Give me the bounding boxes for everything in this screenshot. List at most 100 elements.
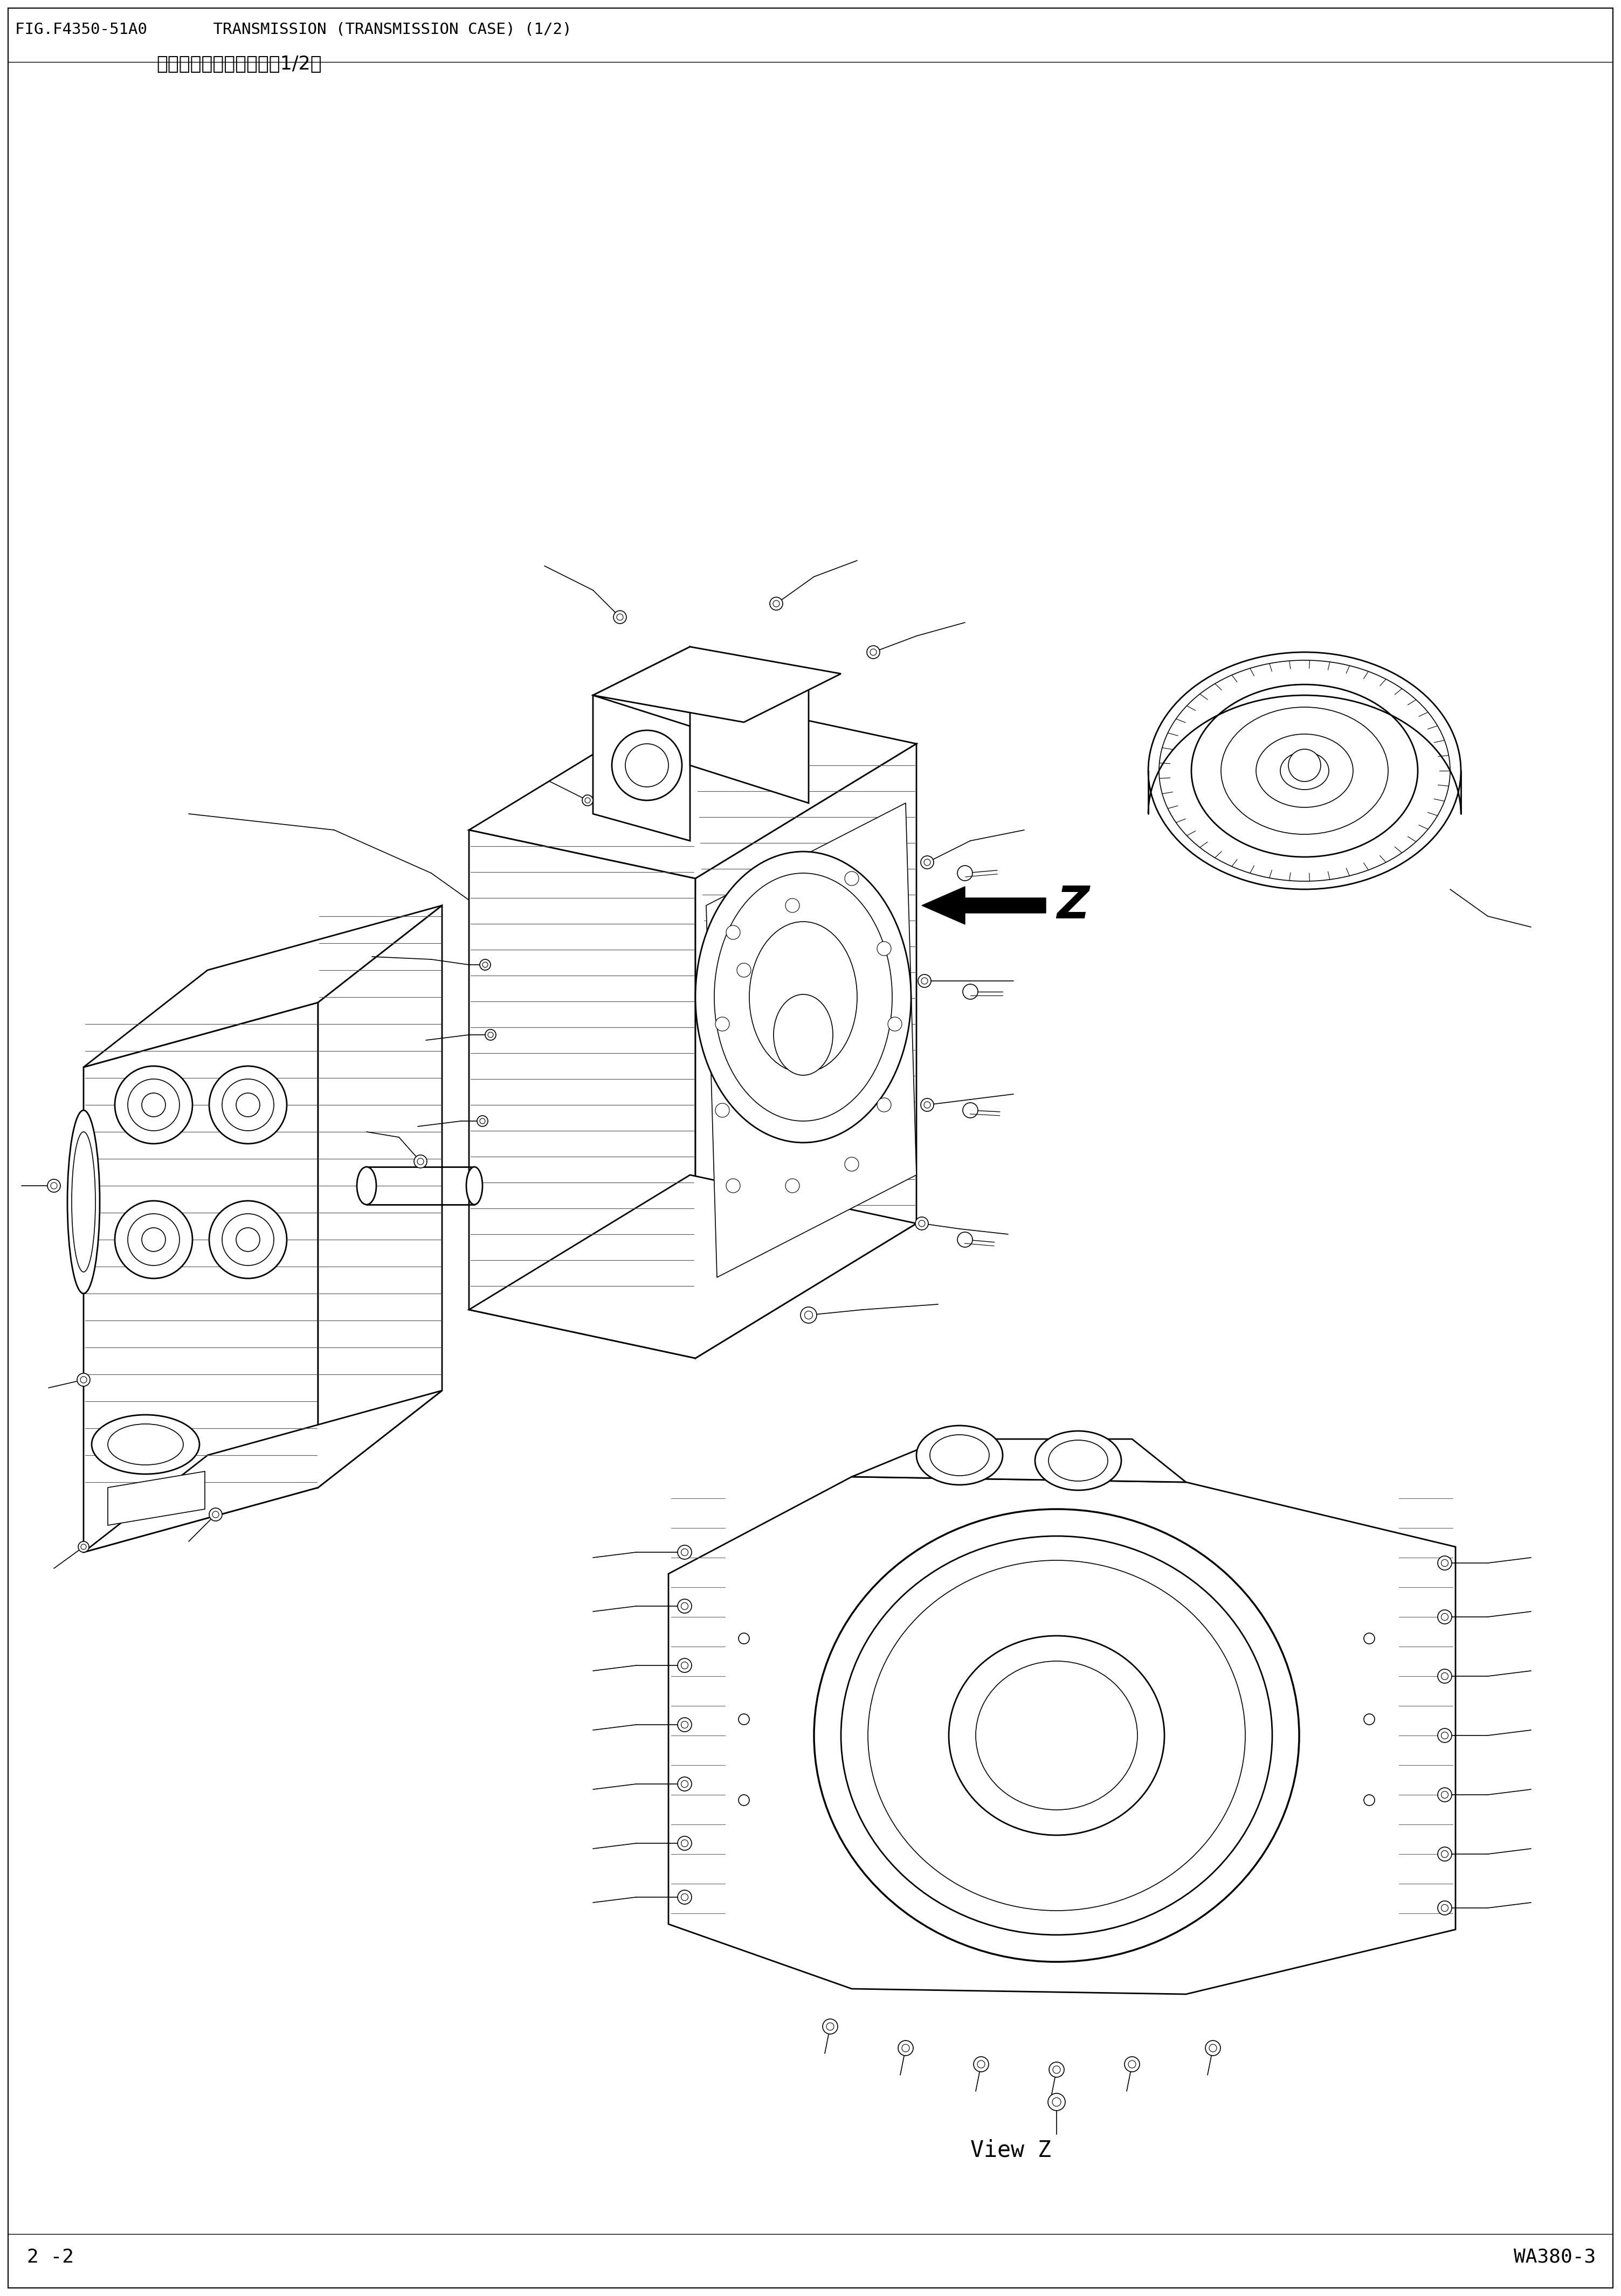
Circle shape — [921, 978, 927, 985]
Circle shape — [726, 1178, 741, 1192]
Circle shape — [1438, 1669, 1452, 1683]
Circle shape — [963, 1102, 977, 1118]
Ellipse shape — [1281, 751, 1329, 790]
Ellipse shape — [1049, 1440, 1107, 1481]
Ellipse shape — [92, 1414, 199, 1474]
Ellipse shape — [715, 872, 892, 1120]
Circle shape — [867, 645, 880, 659]
Ellipse shape — [814, 1508, 1298, 1961]
Circle shape — [958, 1233, 973, 1247]
Circle shape — [81, 1378, 88, 1382]
Polygon shape — [318, 905, 443, 1488]
Text: 2 -2: 2 -2 — [28, 2248, 75, 2266]
Ellipse shape — [1148, 652, 1461, 889]
Circle shape — [924, 1102, 930, 1109]
Circle shape — [477, 1116, 488, 1127]
Circle shape — [81, 1545, 86, 1550]
Circle shape — [801, 1306, 817, 1322]
Polygon shape — [593, 647, 809, 732]
Circle shape — [681, 1722, 689, 1729]
Circle shape — [128, 1079, 180, 1130]
Polygon shape — [109, 1472, 204, 1525]
Ellipse shape — [71, 1132, 96, 1272]
Ellipse shape — [976, 1660, 1138, 1809]
Circle shape — [237, 1228, 259, 1251]
Circle shape — [1441, 1614, 1448, 1621]
Circle shape — [919, 1219, 926, 1226]
Circle shape — [678, 1658, 692, 1671]
Circle shape — [681, 1603, 689, 1609]
Ellipse shape — [357, 1166, 376, 1205]
Circle shape — [1438, 1609, 1452, 1623]
Ellipse shape — [467, 1166, 483, 1205]
Circle shape — [1438, 1729, 1452, 1743]
FancyArrow shape — [922, 886, 1046, 925]
Text: FIG.F4350-51A0       TRANSMISSION (TRANSMISSION CASE) (1/2): FIG.F4350-51A0 TRANSMISSION (TRANSMISSIO… — [15, 21, 572, 37]
Circle shape — [739, 1632, 749, 1644]
Ellipse shape — [695, 852, 911, 1143]
Text: WA380-3: WA380-3 — [1514, 2248, 1595, 2266]
Circle shape — [681, 1894, 689, 1901]
Ellipse shape — [68, 1111, 101, 1293]
Ellipse shape — [749, 921, 858, 1072]
Ellipse shape — [1221, 707, 1388, 833]
Circle shape — [678, 1717, 692, 1731]
Polygon shape — [468, 696, 916, 879]
Circle shape — [582, 794, 593, 806]
Circle shape — [1052, 2066, 1060, 2073]
Circle shape — [613, 611, 626, 625]
Polygon shape — [468, 831, 695, 1359]
Circle shape — [681, 1779, 689, 1789]
Ellipse shape — [1159, 661, 1451, 882]
Circle shape — [877, 1097, 892, 1111]
Ellipse shape — [1191, 684, 1418, 856]
Circle shape — [738, 962, 751, 978]
Polygon shape — [851, 1440, 1187, 1483]
Circle shape — [924, 859, 930, 866]
Polygon shape — [593, 696, 691, 840]
Circle shape — [804, 1311, 812, 1320]
Text: Z: Z — [1057, 884, 1089, 928]
Circle shape — [681, 1839, 689, 1846]
Polygon shape — [668, 1476, 1456, 1995]
Polygon shape — [695, 744, 916, 1359]
Circle shape — [626, 744, 668, 788]
Circle shape — [1363, 1795, 1375, 1805]
Circle shape — [485, 1029, 496, 1040]
Polygon shape — [84, 1391, 443, 1552]
Circle shape — [115, 1201, 193, 1279]
Circle shape — [209, 1508, 222, 1520]
Circle shape — [1438, 1789, 1452, 1802]
Polygon shape — [84, 1003, 318, 1552]
Circle shape — [678, 1598, 692, 1614]
Circle shape — [845, 872, 859, 886]
Ellipse shape — [773, 994, 833, 1075]
Circle shape — [963, 985, 977, 999]
Circle shape — [681, 1662, 689, 1669]
Circle shape — [786, 1178, 799, 1192]
Circle shape — [1438, 1557, 1452, 1570]
Text: 変速笱（変速笱壳体）（1/2）: 変速笱（変速笱壳体）（1/2） — [156, 55, 321, 73]
Circle shape — [1289, 748, 1321, 781]
Circle shape — [877, 941, 892, 955]
Circle shape — [845, 1157, 859, 1171]
Ellipse shape — [867, 1561, 1245, 1910]
Circle shape — [222, 1079, 274, 1130]
Circle shape — [417, 1157, 423, 1164]
Circle shape — [678, 1777, 692, 1791]
Circle shape — [1441, 1903, 1448, 1913]
Circle shape — [1363, 1632, 1375, 1644]
Circle shape — [611, 730, 682, 801]
Circle shape — [616, 613, 622, 620]
Circle shape — [141, 1093, 165, 1116]
Circle shape — [917, 974, 930, 987]
Circle shape — [1209, 2043, 1217, 2053]
Ellipse shape — [948, 1635, 1164, 1835]
Ellipse shape — [930, 1435, 989, 1476]
Text: View Z: View Z — [971, 2140, 1050, 2163]
Circle shape — [1441, 1674, 1448, 1681]
Circle shape — [1363, 1713, 1375, 1724]
Circle shape — [1441, 1791, 1448, 1798]
Ellipse shape — [109, 1424, 183, 1465]
Polygon shape — [468, 1176, 916, 1359]
